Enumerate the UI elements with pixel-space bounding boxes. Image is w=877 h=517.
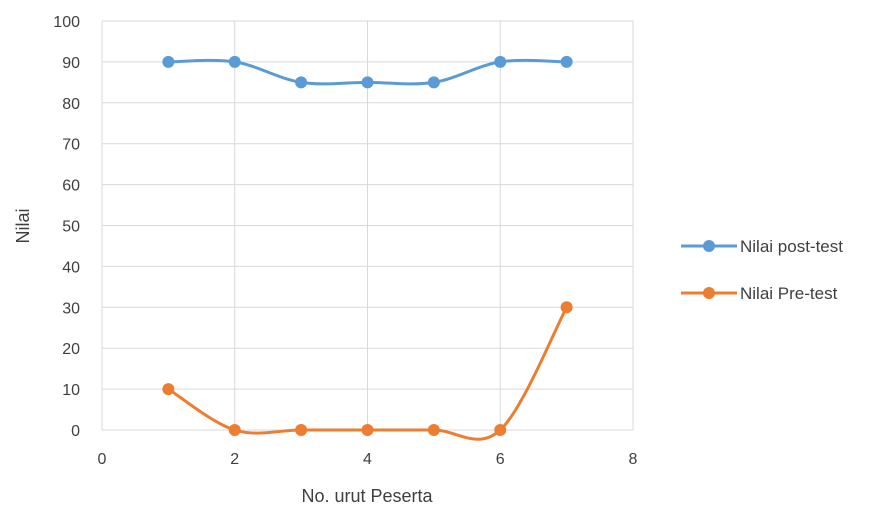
legend-item-post-test: Nilai post-test: [681, 237, 843, 256]
legend: Nilai post-test Nilai Pre-test: [681, 237, 843, 303]
y-tick-label: 30: [62, 300, 80, 317]
data-point: [228, 424, 241, 436]
x-tick-label: 0: [98, 451, 107, 468]
data-point: [560, 55, 573, 68]
data-point: [494, 55, 507, 68]
data-point: [162, 55, 175, 68]
legend-marker-post-test: [703, 240, 715, 252]
data-point: [560, 301, 573, 314]
y-axis-title: Nilai: [13, 208, 33, 243]
y-tick-label: 40: [62, 259, 80, 276]
x-tick-label: 4: [363, 451, 372, 468]
grid: [101, 20, 634, 431]
legend-marker-pre-test: [703, 287, 715, 299]
data-point: [494, 424, 507, 436]
y-tick-label: 90: [62, 55, 80, 72]
data-point: [295, 424, 308, 436]
series-post-test: [162, 55, 573, 89]
y-tick-label: 100: [53, 14, 80, 31]
y-tick-label: 20: [62, 341, 80, 358]
y-tick-label: 0: [71, 423, 80, 440]
series-pre-test: [162, 301, 573, 441]
data-point: [361, 424, 374, 436]
data-point: [361, 76, 374, 89]
y-tick-label: 60: [62, 178, 80, 195]
data-point: [427, 424, 440, 436]
data-point: [295, 76, 308, 89]
y-tick-label: 80: [62, 96, 80, 113]
x-tick-label: 8: [629, 451, 638, 468]
y-tick-label: 10: [62, 382, 80, 399]
data-point: [228, 55, 241, 68]
y-tick-label: 70: [62, 137, 80, 154]
x-tick-label: 2: [230, 451, 239, 468]
x-axis-title: No. urut Peserta: [301, 486, 433, 506]
y-tick-label: 50: [62, 219, 80, 236]
legend-label-pre-test: Nilai Pre-test: [740, 284, 838, 303]
data-point: [162, 383, 175, 396]
legend-label-post-test: Nilai post-test: [740, 237, 843, 256]
legend-item-pre-test: Nilai Pre-test: [681, 284, 838, 303]
axes: 0 10 20 30 40 50 60 70 80 90 100 0 2 4 6 8: [53, 14, 637, 468]
data-point: [427, 76, 440, 89]
x-tick-label: 6: [496, 451, 505, 468]
series-group: [162, 55, 573, 441]
